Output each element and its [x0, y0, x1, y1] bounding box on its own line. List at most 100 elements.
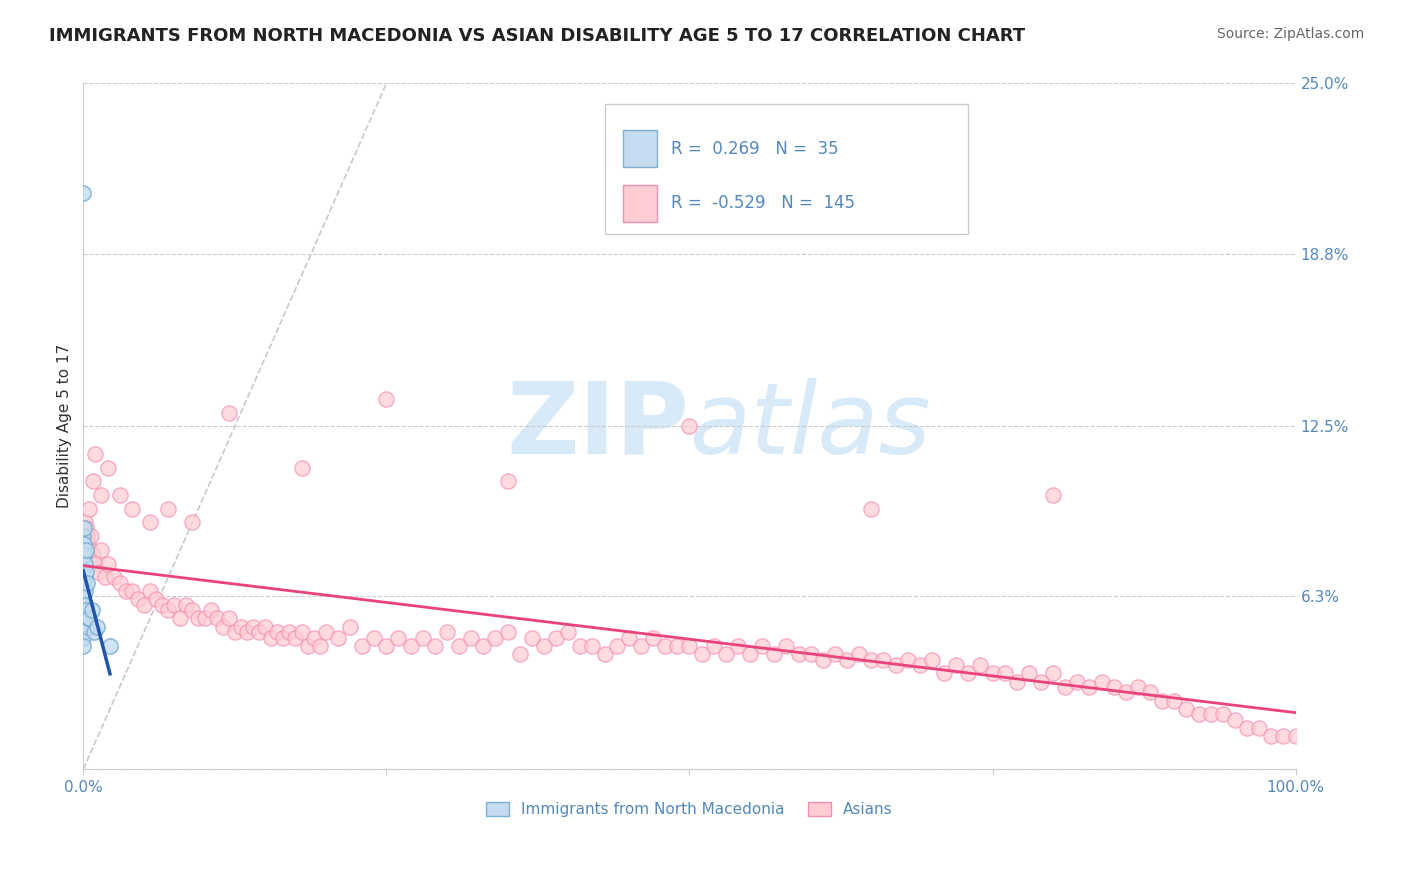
Point: [472, 639, 495, 653]
Point: [76, 529, 98, 543]
Point: [908, 658, 931, 673]
Point: [666, 639, 689, 653]
Point: [460, 631, 482, 645]
Point: [247, 625, 270, 640]
Point: [157, 501, 180, 516]
Point: [897, 652, 920, 666]
FancyBboxPatch shape: [623, 129, 657, 168]
Point: [1236, 721, 1258, 735]
Point: [72, 537, 94, 551]
Point: [738, 647, 761, 661]
Point: [1042, 488, 1064, 502]
Point: [139, 584, 162, 599]
Point: [73, 557, 96, 571]
Point: [80, 603, 103, 617]
Point: [520, 631, 543, 645]
Point: [84, 557, 107, 571]
Point: [399, 639, 422, 653]
Point: [1175, 702, 1198, 716]
Point: [75, 603, 97, 617]
Point: [546, 631, 568, 645]
Point: [1260, 730, 1282, 744]
Text: IMMIGRANTS FROM NORTH MACEDONIA VS ASIAN DISABILITY AGE 5 TO 17 CORRELATION CHAR: IMMIGRANTS FROM NORTH MACEDONIA VS ASIAN…: [49, 27, 1025, 45]
Point: [787, 647, 810, 661]
Point: [176, 598, 198, 612]
Point: [800, 647, 823, 661]
Point: [200, 603, 222, 617]
Point: [218, 406, 240, 420]
Point: [1126, 680, 1149, 694]
Point: [79, 542, 101, 557]
Point: [79, 501, 101, 516]
Point: [1018, 666, 1040, 681]
Point: [169, 611, 191, 625]
Point: [690, 647, 713, 661]
Legend: Immigrants from North Macedonia, Asians: Immigrants from North Macedonia, Asians: [481, 796, 898, 823]
Point: [363, 631, 385, 645]
Point: [290, 625, 312, 640]
Point: [775, 639, 797, 653]
Point: [932, 666, 955, 681]
Point: [94, 570, 117, 584]
Point: [835, 652, 858, 666]
Point: [139, 516, 162, 530]
Point: [72, 186, 94, 201]
Point: [108, 575, 131, 590]
Point: [617, 631, 640, 645]
Point: [387, 631, 409, 645]
Point: [72, 598, 94, 612]
Point: [678, 639, 700, 653]
Point: [87, 565, 110, 579]
Point: [96, 557, 118, 571]
Point: [1042, 666, 1064, 681]
Point: [266, 625, 288, 640]
Point: [84, 447, 107, 461]
Point: [114, 584, 136, 599]
Point: [981, 666, 1004, 681]
Point: [1115, 685, 1137, 699]
Point: [423, 639, 446, 653]
Point: [449, 639, 471, 653]
Point: [326, 631, 349, 645]
Point: [181, 516, 204, 530]
Point: [945, 658, 967, 673]
Point: [75, 521, 97, 535]
Point: [181, 603, 204, 617]
Y-axis label: Disability Age 5 to 17: Disability Age 5 to 17: [58, 344, 72, 508]
Point: [73, 521, 96, 535]
Point: [242, 620, 264, 634]
Point: [824, 647, 846, 661]
Point: [127, 592, 149, 607]
Point: [308, 639, 330, 653]
Point: [211, 620, 233, 634]
Point: [79, 529, 101, 543]
Point: [72, 549, 94, 563]
Point: [72, 639, 94, 653]
Point: [193, 611, 215, 625]
Point: [969, 658, 991, 673]
Point: [77, 537, 100, 551]
Point: [1187, 707, 1209, 722]
Point: [77, 611, 100, 625]
Point: [751, 639, 773, 653]
Point: [132, 598, 155, 612]
Point: [76, 575, 98, 590]
Point: [121, 584, 143, 599]
Point: [72, 575, 94, 590]
Point: [1163, 694, 1185, 708]
Point: [1102, 680, 1125, 694]
Point: [75, 584, 97, 599]
Point: [72, 584, 94, 599]
Point: [72, 603, 94, 617]
Point: [557, 625, 579, 640]
Point: [641, 631, 664, 645]
Point: [957, 666, 980, 681]
Point: [90, 488, 112, 502]
Point: [90, 542, 112, 557]
Point: [79, 611, 101, 625]
FancyBboxPatch shape: [605, 104, 969, 235]
Point: [145, 592, 167, 607]
Point: [606, 639, 628, 653]
Point: [860, 501, 883, 516]
Point: [72, 557, 94, 571]
